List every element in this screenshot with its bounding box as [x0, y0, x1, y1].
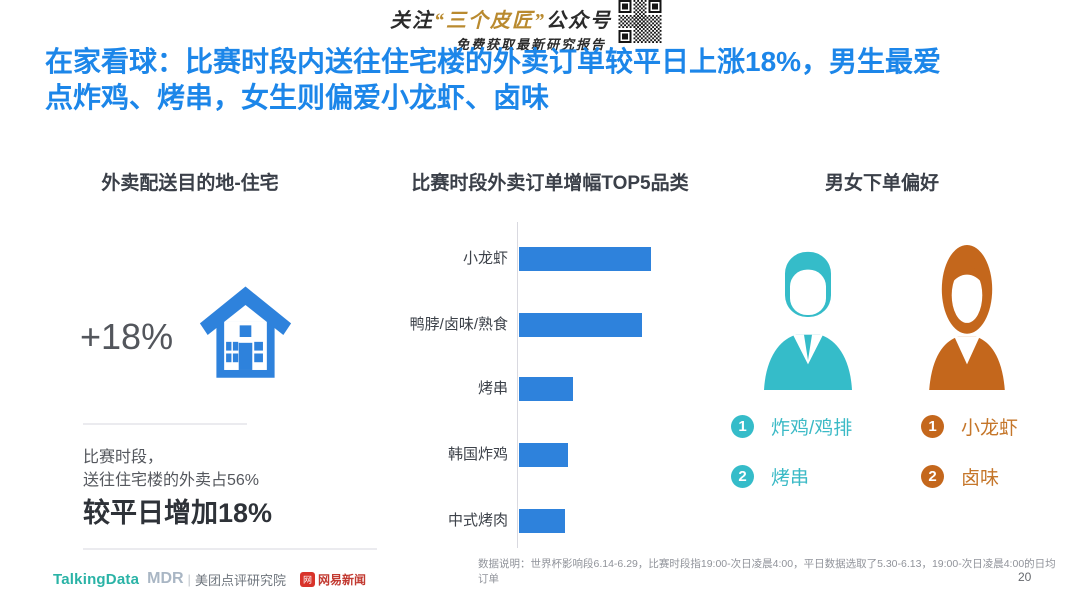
- female-person-icon: [929, 244, 1005, 391]
- footer-logos: TalkingData MDR | 美团点评研究院 网 网易新闻: [53, 570, 366, 588]
- chart-axis: [517, 222, 518, 548]
- slide-title: 在家看球：比赛时段内送往住宅楼的外卖订单较平日上涨18%，男生最爱点炸鸡、烤串，…: [45, 46, 942, 113]
- section-header-destination: 外卖配送目的地-住宅: [101, 173, 279, 194]
- bar-label: 韩国炸鸡: [447, 446, 508, 463]
- male-rank-2-label: 烤串: [771, 467, 810, 489]
- bar: [519, 247, 651, 271]
- bar-label: 烤串: [477, 380, 508, 397]
- male-rank-1-label: 炸鸡/鸡排: [771, 417, 853, 439]
- divider-top: [83, 423, 247, 425]
- section-header-top5: 比赛时段外卖订单增幅TOP5品类: [411, 173, 689, 194]
- rank-1-badge: 1: [921, 414, 944, 438]
- female-rank-1: 1 小龙虾: [921, 414, 1019, 439]
- mdr-logo: MDR: [147, 570, 184, 587]
- bar: [519, 443, 568, 467]
- bar-label: 小龙虾: [462, 250, 508, 267]
- bar-label: 中式烤肉: [447, 512, 508, 529]
- banner-suffix: 公众号: [546, 10, 612, 32]
- note-line2: 送往住宅楼的外卖占56%: [83, 472, 260, 489]
- male-rank-1: 1 炸鸡/鸡排: [731, 414, 853, 439]
- stat-plus18: +18%: [80, 316, 174, 357]
- netease-logo-text: 网易新闻: [317, 572, 366, 587]
- bar-chart: 小龙虾 鸭脖/卤味/熟食 烤串 韩国炸鸡 中式烤肉: [388, 222, 718, 552]
- bar: [519, 509, 565, 533]
- netease-badge-icon: 网: [299, 571, 315, 587]
- male-person-icon: [764, 251, 852, 391]
- left-note: 比赛时段， 送往住宅楼的外卖占56% 较平日增加18%: [83, 446, 272, 531]
- bar: [519, 313, 642, 337]
- banner: 关注“三个皮匠”公众号 免费获取最新研究报告: [390, 4, 612, 53]
- note-line1: 比赛时段，: [83, 449, 164, 466]
- rank-1-badge: 1: [731, 414, 754, 438]
- female-rank-2: 2 卤味: [921, 464, 1000, 489]
- rank-2-badge: 2: [921, 464, 944, 488]
- qr-code-icon: [618, 0, 662, 43]
- male-rank-2: 2 烤串: [731, 464, 810, 489]
- data-footnote: 数据说明：世界杯影响段6.14-6.29，比赛时段指19:00-次日凌晨4:00…: [478, 558, 1056, 585]
- banner-line2: 免费获取最新研究报告: [455, 37, 606, 52]
- house-icon: [199, 286, 292, 378]
- banner-prefix: 关注: [390, 10, 434, 32]
- section-header-gender: 男女下单偏好: [824, 173, 939, 194]
- note-line3: 较平日增加18%: [83, 498, 273, 528]
- female-rank-2-label: 卤味: [961, 467, 1000, 489]
- bar-label: 鸭脖/卤味/熟食: [409, 316, 508, 333]
- talkingdata-logo: TalkingData: [53, 570, 140, 588]
- female-rank-1-label: 小龙虾: [961, 417, 1019, 439]
- rank-2-badge: 2: [731, 464, 754, 488]
- meituan-research-logo: 美团点评研究院: [194, 572, 286, 588]
- logo-separator: |: [187, 571, 191, 587]
- banner-highlight: “三个皮匠”: [434, 10, 546, 32]
- bar: [519, 377, 573, 401]
- banner-line1: 关注“三个皮匠”公众号: [390, 4, 612, 33]
- page-number: 20: [1018, 570, 1032, 584]
- divider-bottom: [83, 548, 377, 550]
- netease-news-logo: 网 网易新闻: [299, 571, 366, 588]
